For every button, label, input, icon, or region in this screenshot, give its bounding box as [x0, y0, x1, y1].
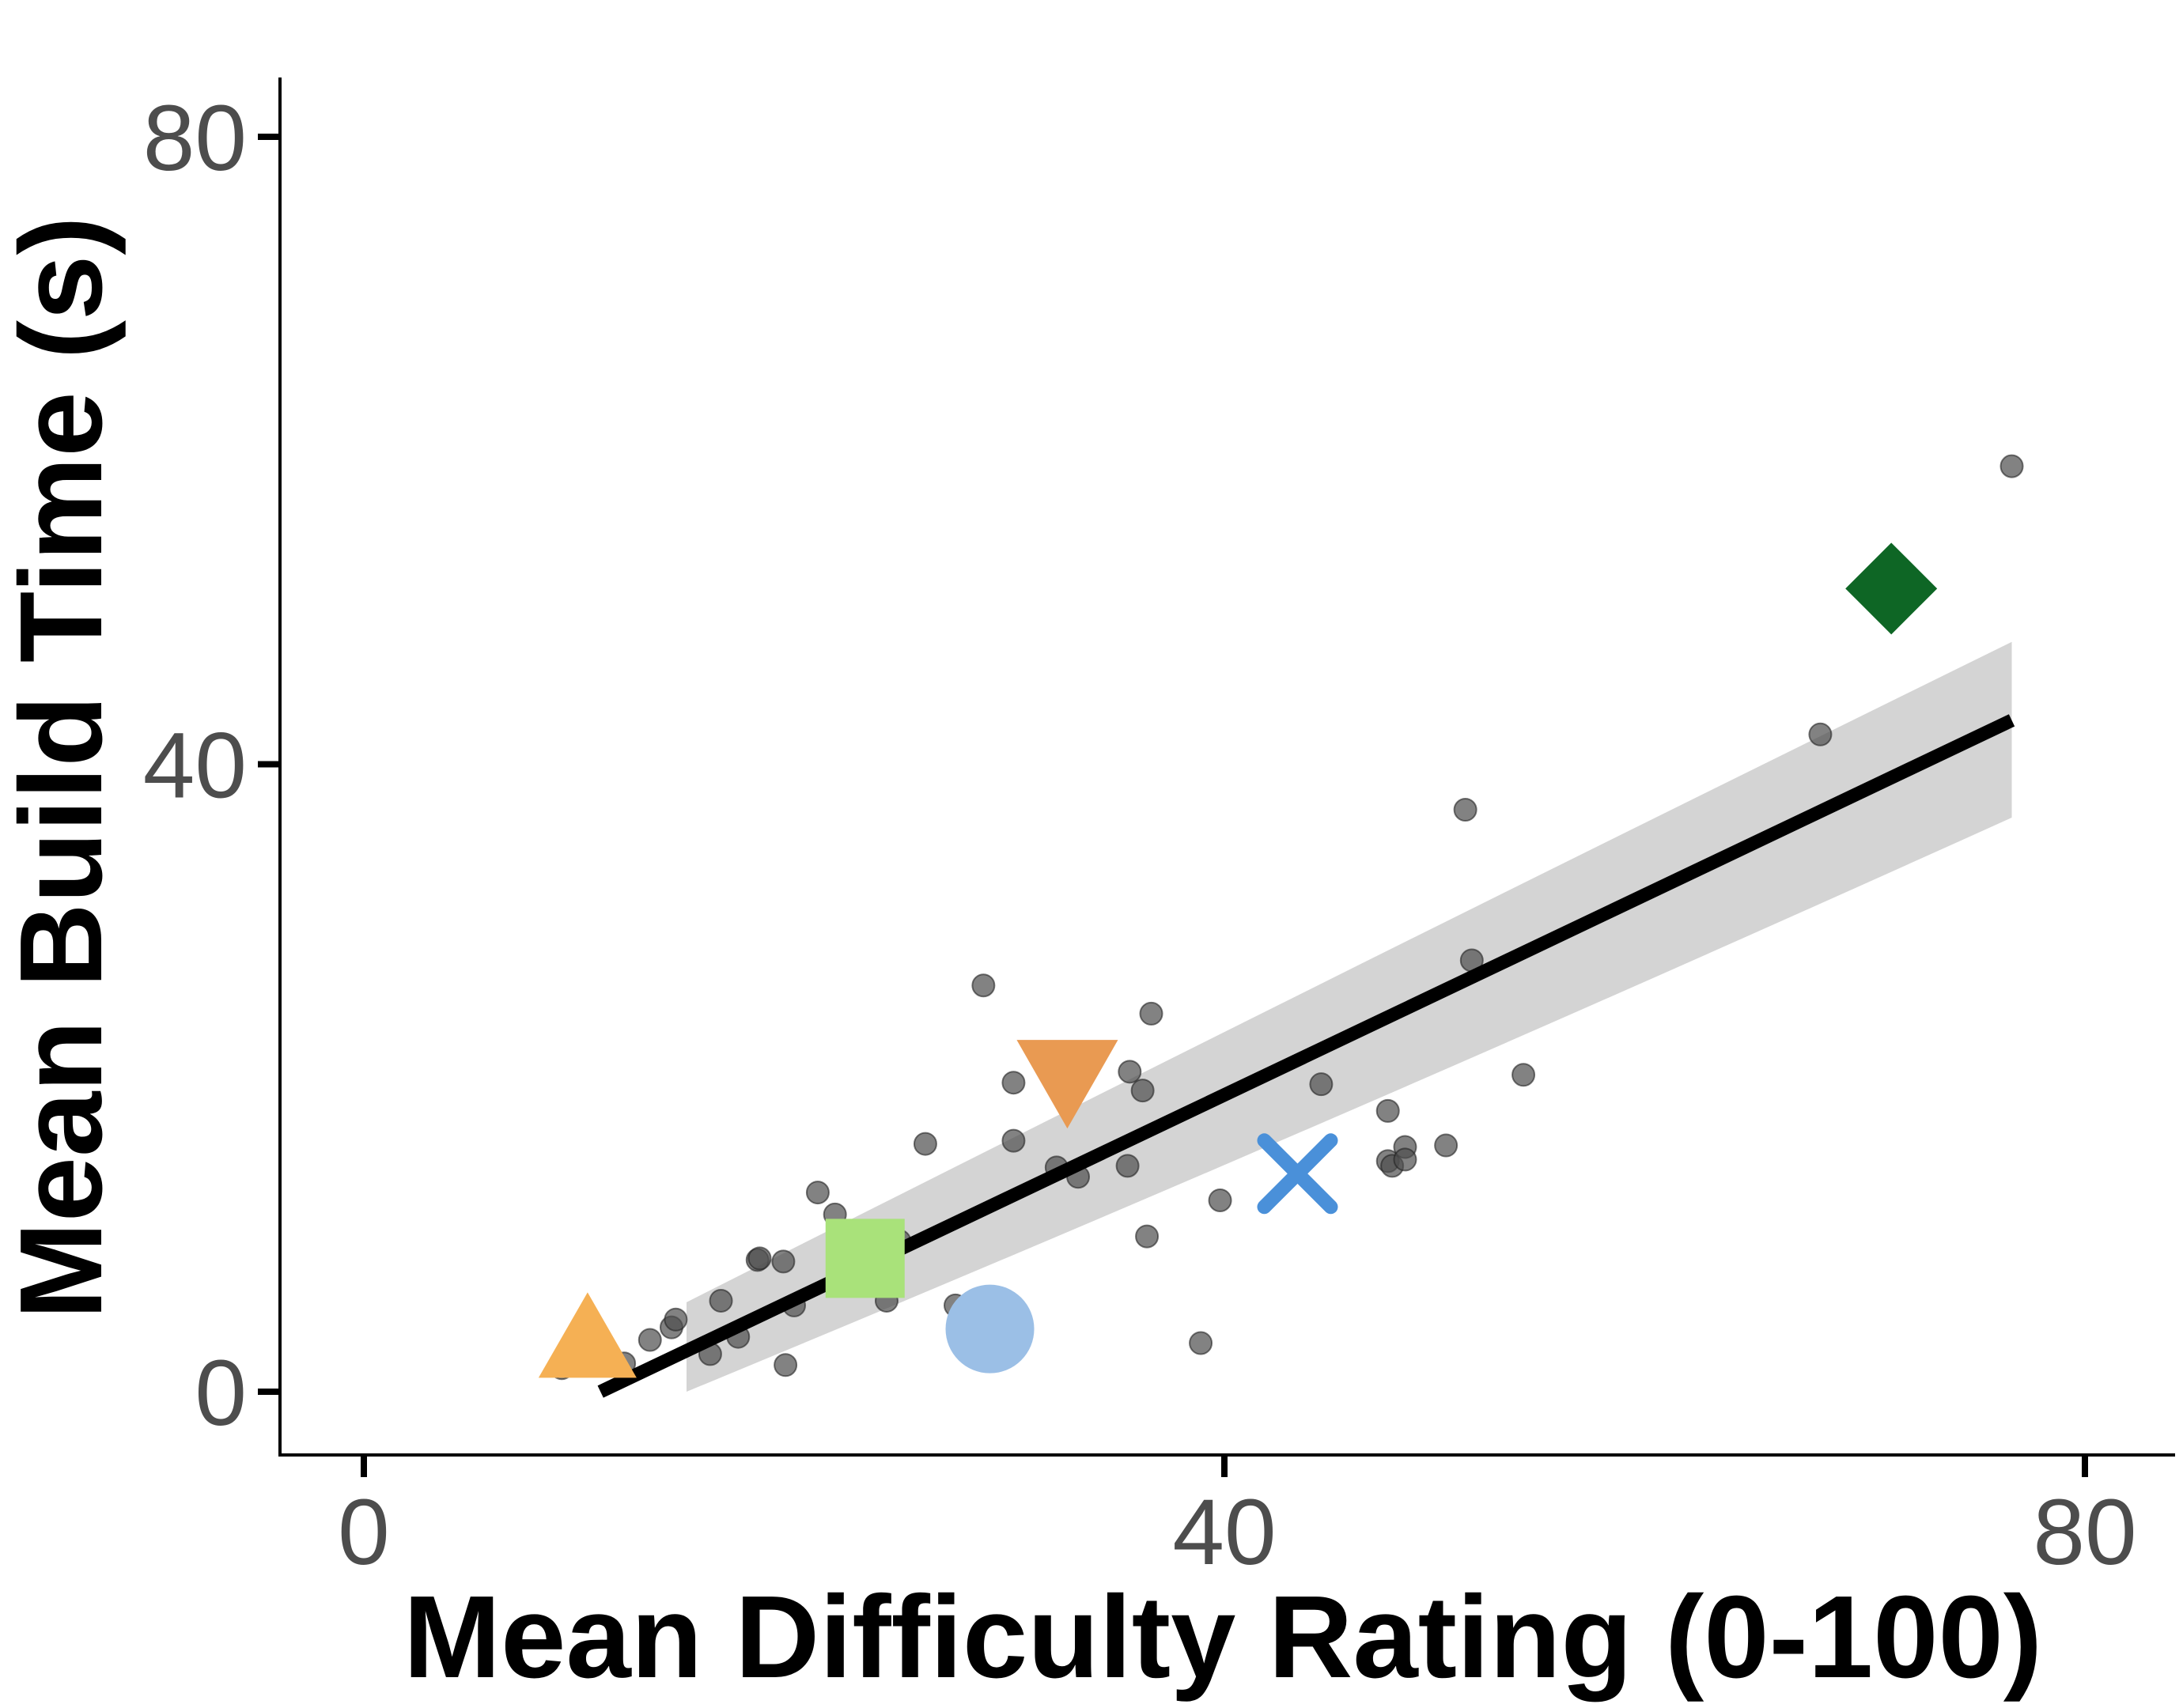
data-point [709, 1288, 733, 1313]
data-point [1208, 1188, 1232, 1212]
x-tick-label: 40 [1172, 1480, 1276, 1585]
ticks: 0 40 80 0 40 80 [143, 86, 2137, 1585]
data-point [771, 1249, 796, 1274]
x-marker-stroke [1257, 1133, 1338, 1215]
x-tick-label: 80 [2033, 1480, 2136, 1585]
data-point [1434, 1133, 1458, 1158]
y-tick-label: 40 [143, 714, 247, 818]
y-axis-title: Mean Build Time (s) [0, 216, 127, 1319]
data-point [664, 1307, 688, 1332]
data-points [550, 454, 2024, 1381]
data-point [1001, 1128, 1026, 1153]
trend-line [597, 714, 2015, 1398]
x-axis-title: Mean Difficulty Rating (0-100) [403, 1572, 2042, 1702]
data-point [1375, 1098, 1400, 1123]
diamond-marker [1845, 542, 1938, 635]
data-point [1189, 1331, 1213, 1355]
y-tick-label: 80 [143, 86, 247, 191]
data-point [1115, 1154, 1140, 1178]
x-tick-label: 0 [338, 1480, 390, 1585]
data-point [1001, 1071, 1026, 1095]
x-marker [1257, 1133, 1338, 1215]
y-tick-label: 0 [195, 1341, 247, 1445]
data-point [637, 1328, 662, 1352]
confidence-band [687, 641, 2012, 1392]
data-point [1139, 1001, 1163, 1026]
data-point [1808, 722, 1833, 746]
data-point [1135, 1224, 1160, 1249]
confidence-band-area [687, 641, 2012, 1392]
triangle-up-marker [538, 1292, 637, 1378]
data-point [2000, 454, 2024, 478]
data-point [805, 1181, 830, 1205]
data-point [1118, 1060, 1142, 1084]
data-point [747, 1246, 772, 1271]
data-point [1130, 1079, 1155, 1103]
data-point [1309, 1072, 1334, 1097]
data-point [1511, 1063, 1536, 1087]
square-marker [825, 1219, 905, 1298]
trend-line-layer [597, 714, 2015, 1398]
large-circle-marker [945, 1284, 1035, 1374]
data-point [1453, 798, 1477, 822]
data-point [913, 1132, 937, 1156]
data-point [774, 1353, 798, 1377]
highlighted-markers [538, 542, 1938, 1378]
data-point [1393, 1147, 1417, 1172]
triangle-down-marker [1016, 1040, 1118, 1129]
data-point [971, 973, 996, 998]
